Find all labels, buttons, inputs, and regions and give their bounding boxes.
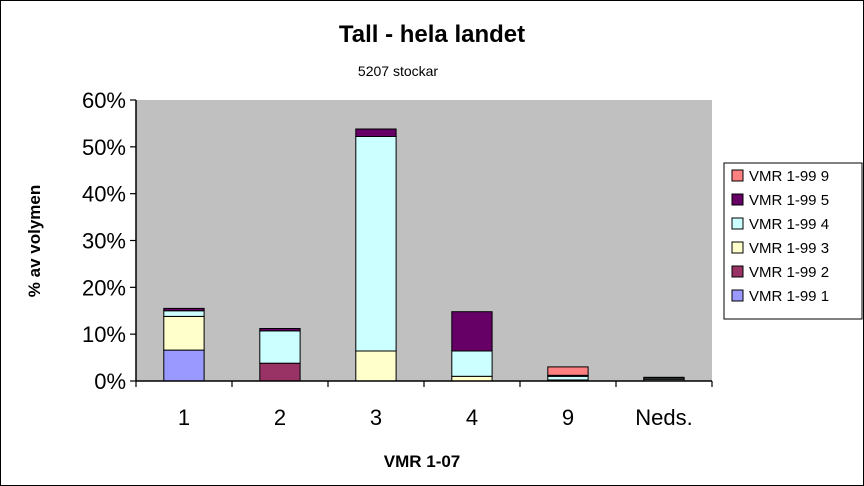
x-tick-label: 3 bbox=[370, 405, 382, 430]
legend-label: VMR 1-99 1 bbox=[749, 288, 829, 305]
legend-label: VMR 1-99 5 bbox=[749, 192, 829, 209]
bar-segments bbox=[163, 128, 685, 382]
bar-segment-1-5 bbox=[163, 307, 205, 312]
y-tick-labels: 0% 10% 20% 30% 40% 50% 60% bbox=[82, 88, 126, 394]
x-tick-label: 4 bbox=[466, 405, 478, 430]
x-tick-label: 9 bbox=[562, 405, 574, 430]
x-tick-labels: 1 2 3 4 9 Neds. bbox=[178, 405, 693, 430]
x-axis-label: VMR 1-07 bbox=[384, 452, 461, 471]
legend-swatch bbox=[731, 241, 744, 254]
y-tick-label: 50% bbox=[82, 135, 126, 160]
legend-label: VMR 1-99 2 bbox=[749, 264, 829, 281]
legend-swatch bbox=[731, 169, 744, 182]
y-tick-label: 20% bbox=[82, 275, 126, 300]
bar-segment-2-4 bbox=[259, 330, 301, 364]
bar-segment-1-1 bbox=[163, 349, 205, 382]
bar-segment-5-4 bbox=[547, 375, 589, 381]
legend-label: VMR 1-99 9 bbox=[749, 168, 829, 185]
y-tick-label: 40% bbox=[82, 182, 126, 207]
legend-swatch bbox=[731, 217, 744, 230]
legend-swatch bbox=[731, 265, 744, 278]
legend-box bbox=[723, 162, 863, 320]
y-tick-label: 60% bbox=[82, 88, 126, 113]
bar-segment-2-2 bbox=[259, 362, 301, 382]
bar-segment-3-5 bbox=[355, 128, 397, 137]
x-tick-label: 2 bbox=[274, 405, 286, 430]
y-tick-label: 30% bbox=[82, 229, 126, 254]
bar-segment-2-5 bbox=[259, 328, 301, 332]
bar-segment-5-6 bbox=[547, 366, 589, 376]
y-tick-label: 0% bbox=[94, 369, 126, 394]
bar-segment-6-5 bbox=[643, 376, 685, 379]
bar-segment-3-4 bbox=[355, 136, 397, 352]
chart-title: Tall - hela landet bbox=[339, 21, 525, 48]
legend-swatch bbox=[731, 289, 744, 302]
chart-subtitle: 5207 stockar bbox=[358, 63, 438, 79]
x-tick-label: 1 bbox=[178, 405, 190, 430]
legend-swatch bbox=[731, 193, 744, 206]
x-tick-label: Neds. bbox=[635, 405, 692, 430]
legend-label: VMR 1-99 3 bbox=[749, 240, 829, 257]
legend-label: VMR 1-99 4 bbox=[749, 216, 829, 233]
bar-segment-4-5 bbox=[451, 311, 493, 352]
bar-segment-3-3 bbox=[355, 350, 397, 382]
bar-segment-1-3 bbox=[163, 315, 205, 351]
y-tick-label: 10% bbox=[82, 322, 126, 347]
legend: VMR 1-99 9 VMR 1-99 5 VMR 1-99 4 VMR 1-99 3… bbox=[723, 162, 863, 320]
axes bbox=[130, 99, 713, 387]
bar-segment-1-4 bbox=[163, 310, 205, 317]
y-axis-label: % av volymen bbox=[25, 185, 44, 297]
bar-segment-4-4 bbox=[451, 350, 493, 377]
plot-area bbox=[136, 100, 712, 381]
